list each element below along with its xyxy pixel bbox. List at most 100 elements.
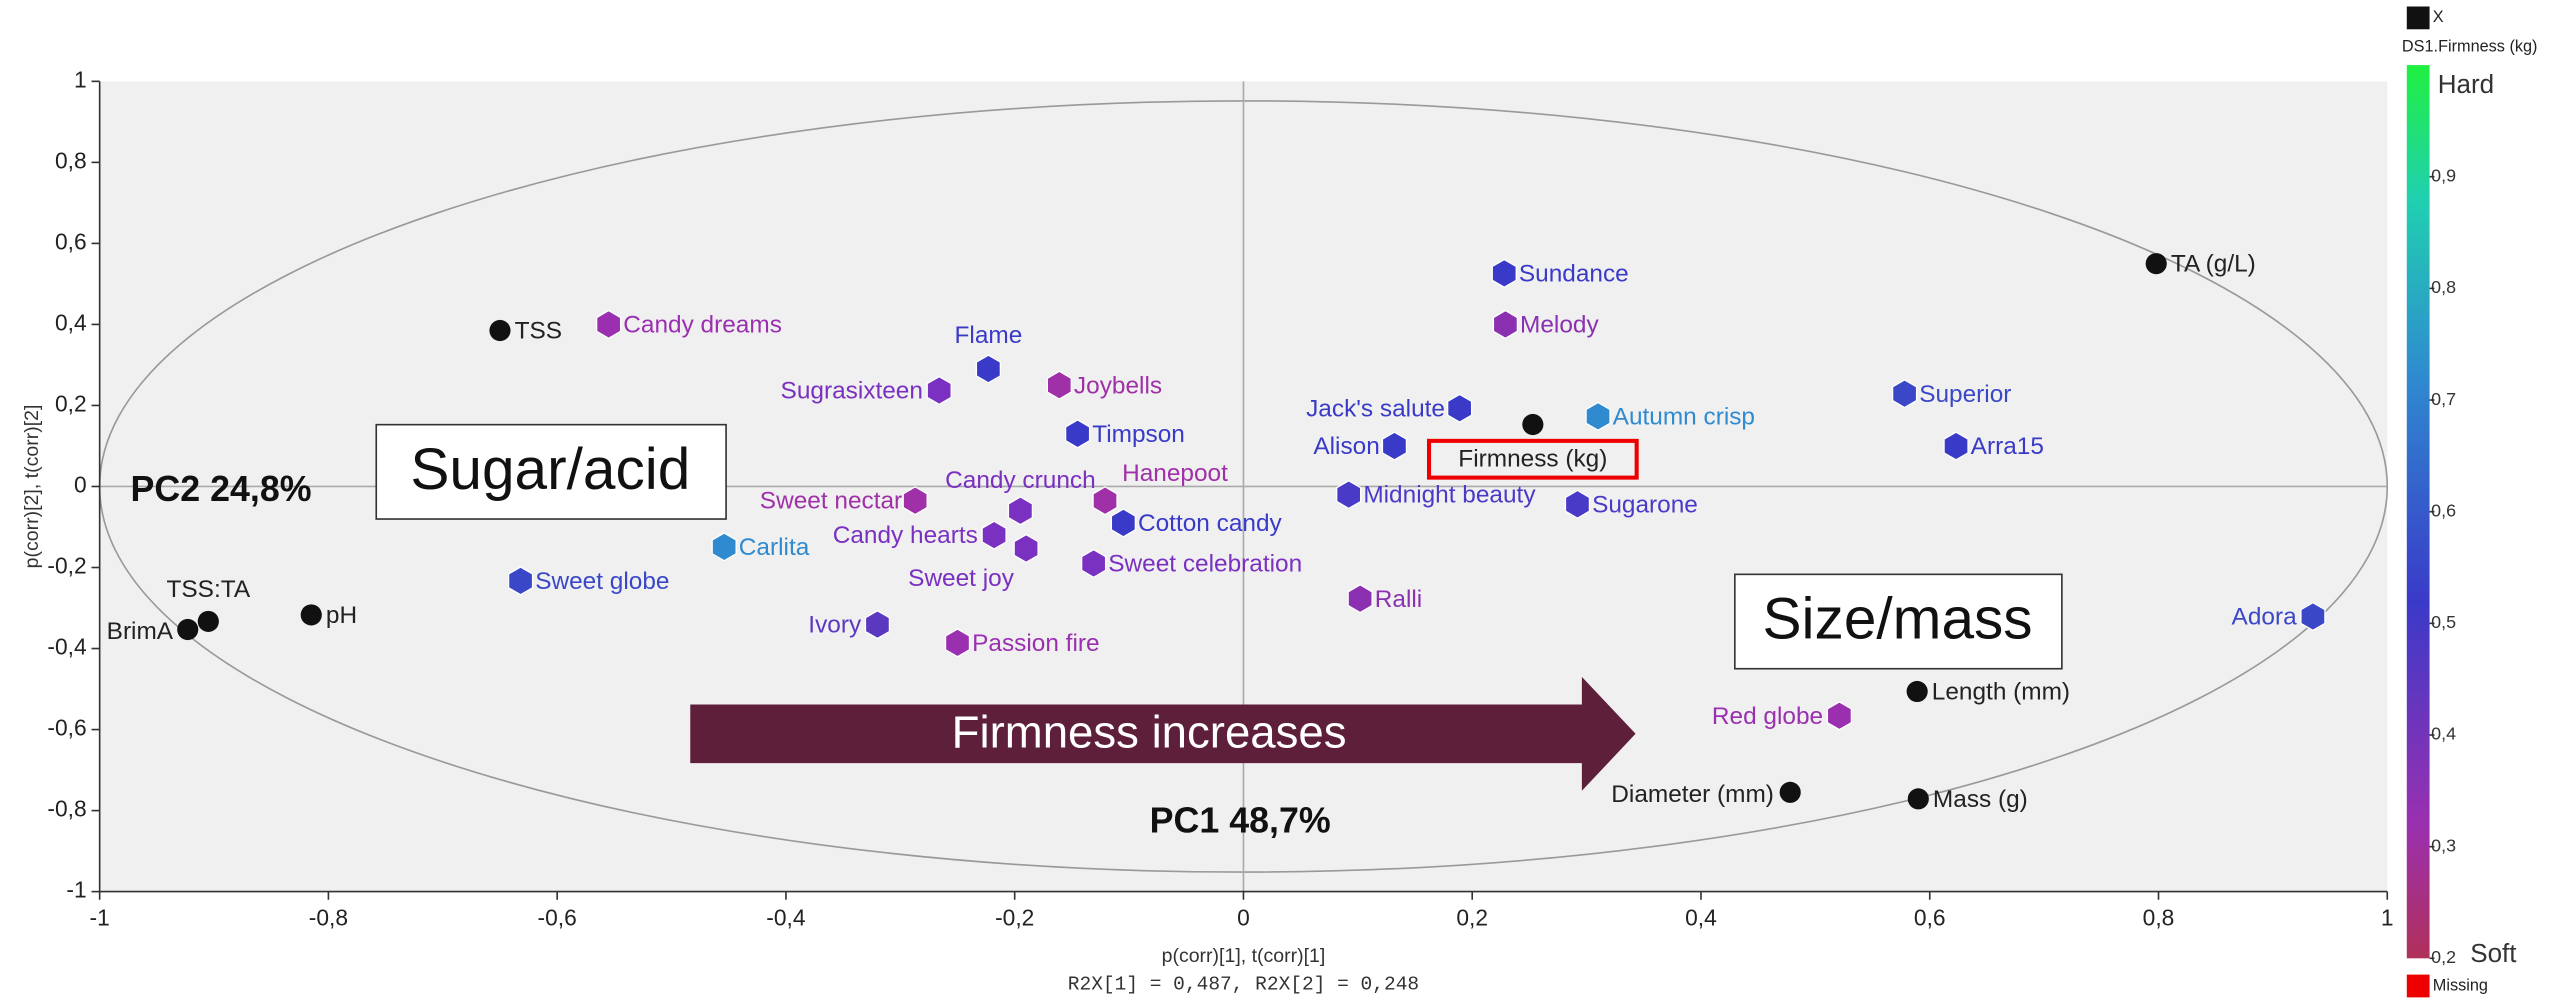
- x-tick-label: 0,2: [1456, 904, 1488, 930]
- point: [1110, 508, 1136, 538]
- legend-swatch: [2406, 974, 2430, 998]
- point-label: Length (mm): [1932, 679, 2070, 706]
- box: [1734, 573, 2063, 670]
- point-label: Ivory: [808, 612, 862, 639]
- annotation: PC1 48,7%: [1150, 801, 1331, 841]
- point-label: Cotton candy: [1138, 510, 1283, 537]
- x-axis-label: p(corr)[1], t(corr)[1]: [1162, 945, 1326, 967]
- legend-label: Missing: [2433, 976, 2488, 994]
- x-tick-label: 0: [1237, 904, 1250, 930]
- point: [1080, 548, 1107, 579]
- point: [1943, 431, 1969, 461]
- point-label: pH: [326, 602, 357, 629]
- legend-swatch: [2406, 6, 2430, 30]
- point: [507, 566, 534, 596]
- y-tick-label: 0,6: [55, 228, 87, 254]
- point: [2145, 253, 2167, 275]
- colorbar-title: DS1.Firmness (kg): [2402, 37, 2538, 55]
- point: [1779, 781, 1801, 803]
- point: [1522, 413, 1544, 436]
- highlight-box: [1426, 438, 1639, 480]
- point: [596, 309, 622, 340]
- point-label: Sugarone: [1592, 491, 1698, 518]
- point-label: BrimA: [107, 618, 174, 645]
- point: [177, 618, 199, 641]
- x-tick-label: -0,4: [766, 904, 805, 930]
- point: [1491, 258, 1517, 288]
- point: [975, 354, 1002, 384]
- point-label: Sundance: [1519, 260, 1629, 287]
- point: [2300, 601, 2326, 632]
- point-label: Melody: [1520, 312, 1599, 339]
- colorbar-label: Hard: [2438, 69, 2494, 99]
- y-tick-label: -1: [66, 877, 86, 903]
- point: [902, 486, 928, 516]
- colorbar-tick-label: 0,6: [2431, 500, 2456, 520]
- point-label: TSS: [515, 318, 562, 345]
- point-label: Midnight beauty: [1363, 482, 1536, 509]
- point: [1013, 533, 1039, 564]
- x-tick-label: 1: [2381, 904, 2394, 930]
- x-axis-sublabel: R2X[1] = 0,487, R2X[2] = 0,248: [1068, 974, 1419, 996]
- x-tick-label: -0,2: [995, 904, 1034, 930]
- point-label: Alison: [1313, 433, 1379, 460]
- x-tick-label: 0,4: [1685, 904, 1717, 930]
- point: [1826, 701, 1853, 731]
- point-label: Carlita: [739, 534, 810, 561]
- point-label: Adora: [2232, 604, 2298, 631]
- point: [926, 375, 952, 406]
- y-tick-label: -0,6: [47, 715, 86, 741]
- y-tick-label: 1: [74, 66, 87, 92]
- point-label: Superior: [1919, 381, 2011, 408]
- point-label: Sweet nectar: [760, 488, 902, 515]
- y-tick-label: -0,2: [47, 553, 86, 579]
- point: [1447, 393, 1473, 423]
- point-label: Sweet celebration: [1108, 551, 1302, 578]
- annotation: Sugar/acid: [410, 437, 690, 502]
- x-tick-label: -0,6: [538, 904, 577, 930]
- point-label: Diameter (mm): [1611, 781, 1774, 808]
- point-label: Jack's salute: [1306, 395, 1445, 422]
- arrow: [690, 676, 1636, 791]
- y-tick-label: 0: [74, 471, 87, 497]
- colorbar-tick-label: 0,3: [2431, 835, 2456, 855]
- point: [489, 319, 511, 342]
- point: [300, 604, 322, 626]
- point: [197, 610, 219, 632]
- point: [864, 610, 891, 640]
- point-label: Sweet joy: [908, 565, 1015, 592]
- point-label: Sweet globe: [535, 568, 669, 595]
- point: [1347, 584, 1373, 614]
- point: [1564, 489, 1591, 519]
- point: [1064, 419, 1091, 449]
- point-label: Flame: [955, 322, 1023, 349]
- y-axis-label: p(corr)[2], t(corr)[2]: [21, 405, 43, 569]
- point: [1492, 309, 1519, 340]
- point: [1092, 486, 1118, 516]
- point: [1007, 496, 1034, 526]
- point: [1907, 788, 1929, 810]
- point-label: Arra15: [1971, 433, 2044, 460]
- box: [375, 423, 727, 520]
- point-label: Hanepoot: [1122, 460, 1228, 487]
- point-label: TA (g/L): [2171, 251, 2256, 278]
- x-tick-label: 0,8: [2143, 904, 2175, 930]
- point-label: Autumn crisp: [1613, 403, 1755, 430]
- colorbar-tick-label: 0,7: [2431, 389, 2456, 409]
- point-label: Mass (g): [1933, 786, 2028, 813]
- point-label: Timpson: [1092, 421, 1185, 448]
- colorbar: [2406, 65, 2430, 959]
- legend-label: X: [2433, 8, 2444, 26]
- y-tick-label: -0,4: [47, 634, 86, 660]
- annotation: PC2 24,8%: [131, 469, 312, 509]
- x-tick-label: 0,6: [1914, 904, 1946, 930]
- x-tick-label: -1: [90, 904, 110, 930]
- point: [1906, 680, 1928, 703]
- point: [1381, 431, 1408, 461]
- point-label: Passion fire: [972, 630, 1099, 657]
- point-label: Candy dreams: [623, 312, 782, 339]
- arrow-label: Firmness increases: [952, 706, 1347, 757]
- y-tick-label: 0,4: [55, 309, 87, 335]
- point: [1336, 480, 1362, 510]
